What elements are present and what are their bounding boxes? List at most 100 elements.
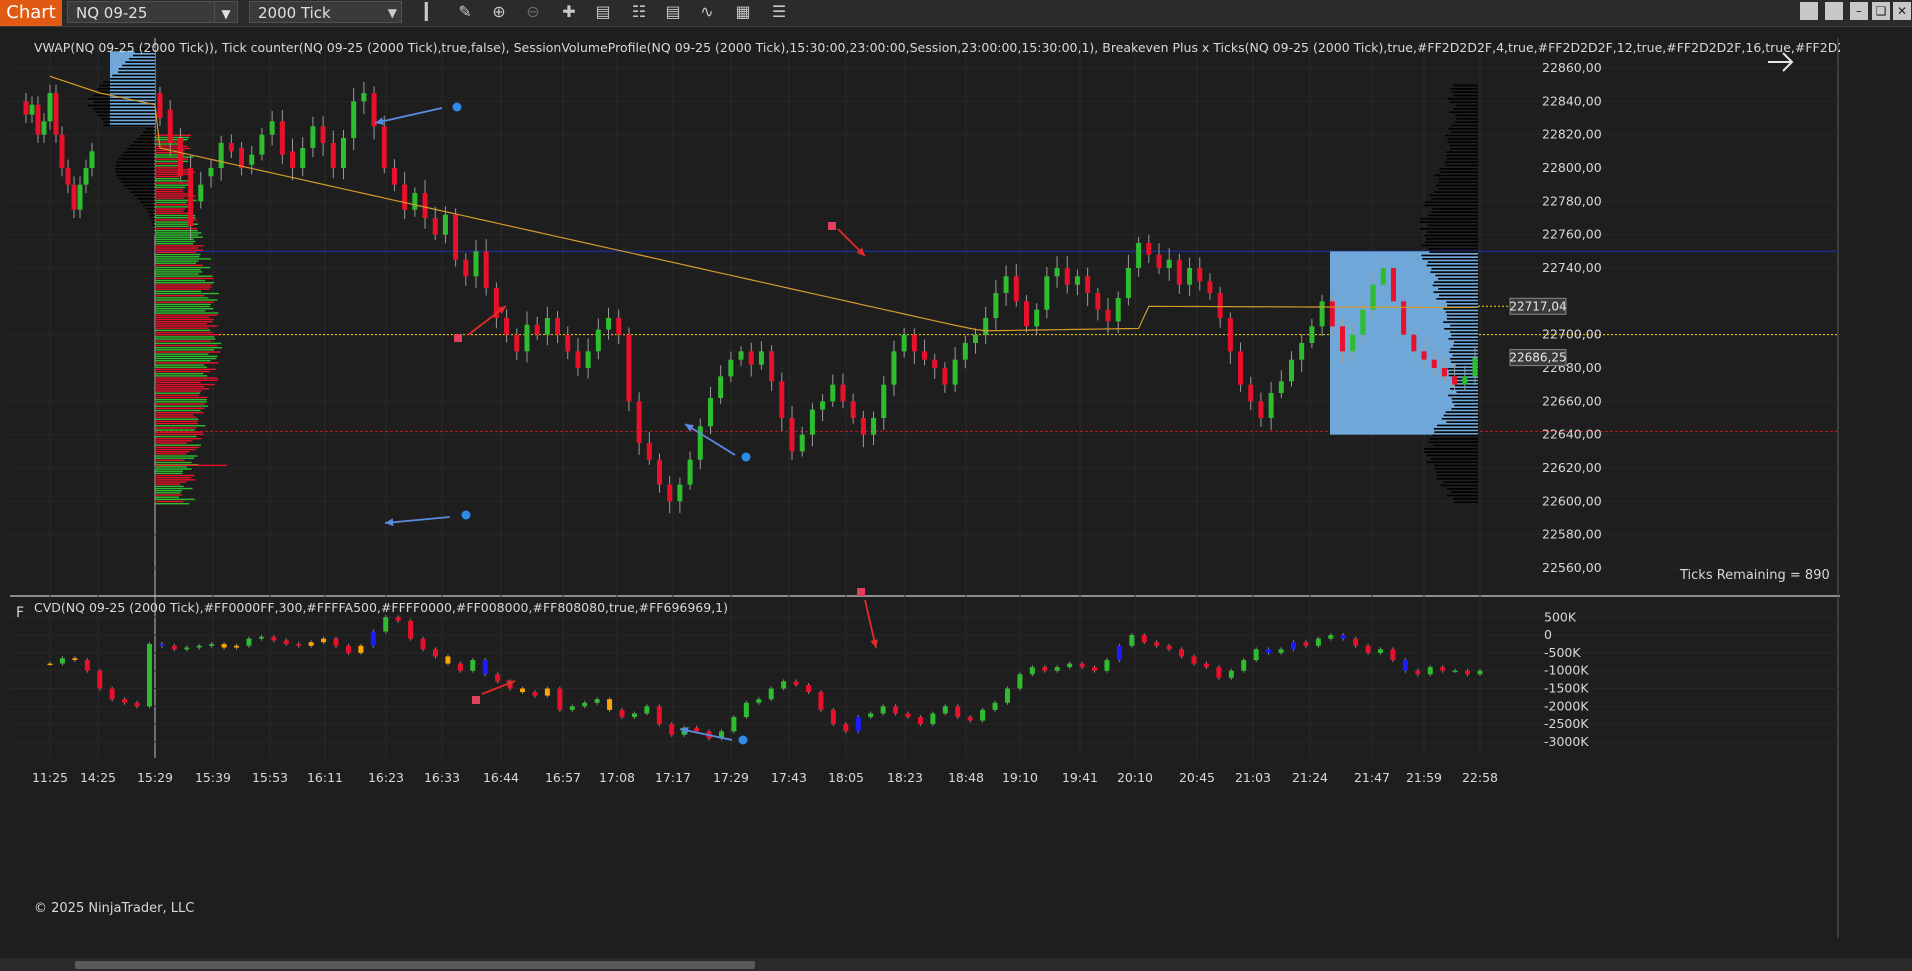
zoom-out-icon[interactable]: ⊖ bbox=[520, 0, 546, 24]
session-profile-bar bbox=[155, 252, 196, 253]
close-icon[interactable]: ✕ bbox=[1893, 2, 1911, 20]
interval-selector[interactable]: 2000 Tick ▼ bbox=[249, 1, 402, 23]
session-profile-bar bbox=[155, 243, 193, 244]
session-profile-bar bbox=[155, 234, 198, 235]
cvd-bar bbox=[1428, 667, 1433, 674]
candle-body bbox=[790, 418, 795, 451]
indicators-icon[interactable]: ☷ bbox=[626, 0, 652, 24]
instrument-selector[interactable]: NQ 09-25 bbox=[67, 1, 220, 23]
candle-body bbox=[310, 126, 315, 148]
candle-body bbox=[1156, 255, 1161, 268]
menu-icon[interactable]: ☰ bbox=[766, 0, 792, 24]
candle-body bbox=[474, 251, 479, 276]
session-profile-bar bbox=[155, 349, 214, 350]
chart-area[interactable]: 22860,00 22840,00 22820,00 22800,00 22780,00… bbox=[10, 38, 1840, 938]
tile-window-icon[interactable] bbox=[1800, 2, 1818, 20]
profile-bar bbox=[149, 215, 155, 217]
profile-bar bbox=[1430, 438, 1478, 440]
session-profile-bar bbox=[155, 232, 201, 233]
session-profile-bar bbox=[155, 380, 218, 381]
session-profile-bar bbox=[155, 432, 203, 433]
crosshair-icon[interactable]: ✚ bbox=[556, 0, 582, 24]
candle-body bbox=[1177, 260, 1182, 285]
profile-bar bbox=[1446, 311, 1478, 313]
candle-body bbox=[657, 460, 662, 485]
profile-bar bbox=[1447, 495, 1478, 497]
zoom-in-icon[interactable]: ⊕ bbox=[486, 0, 512, 24]
candle-body bbox=[1258, 401, 1263, 418]
session-profile-bar bbox=[155, 382, 201, 383]
session-profile-bar bbox=[155, 260, 198, 261]
tile-window-icon[interactable] bbox=[1825, 2, 1843, 20]
chart-trader-icon[interactable]: ∿ bbox=[694, 0, 720, 24]
profile-bar bbox=[1426, 238, 1478, 240]
cvd-bar bbox=[271, 637, 276, 641]
session-profile-bar bbox=[155, 445, 201, 446]
candle-body bbox=[1401, 301, 1406, 334]
cvd-bar bbox=[433, 649, 438, 656]
cvd-bar bbox=[993, 703, 998, 710]
session-profile-bar bbox=[155, 367, 207, 368]
candle-body bbox=[1024, 301, 1029, 326]
candle-body bbox=[820, 401, 825, 409]
cvd-bar bbox=[607, 699, 612, 710]
time-tick-label: 15:29 bbox=[137, 770, 173, 785]
session-profile-bar bbox=[155, 293, 219, 294]
profile-bar bbox=[118, 158, 155, 160]
session-profile-bar bbox=[155, 185, 190, 186]
properties-icon[interactable]: ▦ bbox=[730, 0, 756, 24]
profile-bar bbox=[115, 168, 155, 170]
chart-tab[interactable]: Chart bbox=[0, 0, 62, 26]
cvd-bar bbox=[97, 671, 102, 689]
candle-body bbox=[249, 155, 254, 165]
cvd-bar bbox=[495, 674, 500, 681]
profile-bar bbox=[1424, 235, 1478, 237]
draw-pencil-icon[interactable]: ✎ bbox=[452, 0, 478, 24]
session-profile-bar bbox=[155, 295, 204, 296]
profile-bar bbox=[1434, 281, 1478, 283]
profile-bar bbox=[134, 195, 155, 197]
candle-body bbox=[769, 351, 774, 381]
chart-canvas[interactable]: 22860,00 22840,00 22820,00 22800,00 22780,00… bbox=[10, 38, 1840, 938]
session-profile-bar bbox=[155, 187, 185, 188]
horizontal-scrollbar[interactable] bbox=[0, 958, 1912, 971]
blue-dot-marker bbox=[742, 453, 751, 462]
session-profile-bar bbox=[155, 159, 188, 160]
cvd-bar bbox=[1415, 671, 1420, 675]
profile-bar bbox=[118, 71, 155, 73]
profile-bar bbox=[1428, 441, 1478, 443]
session-profile-bar bbox=[155, 334, 219, 335]
candle-body bbox=[779, 381, 784, 418]
candle-body bbox=[749, 351, 754, 364]
profile-bar bbox=[1431, 198, 1478, 200]
cvd-panel-f-label[interactable]: F bbox=[16, 605, 24, 621]
scrollbar-thumb[interactable] bbox=[75, 961, 755, 969]
profile-bar bbox=[1431, 211, 1478, 213]
candle-body bbox=[30, 105, 35, 115]
candle-body bbox=[382, 126, 387, 168]
candle-body bbox=[1187, 268, 1192, 285]
session-profile-bar bbox=[155, 358, 216, 359]
time-tick-label: 17:43 bbox=[771, 770, 807, 785]
strategies-icon[interactable]: ▤ bbox=[660, 0, 686, 24]
session-profile-bar bbox=[155, 397, 207, 398]
minimize-icon[interactable]: – bbox=[1850, 2, 1868, 20]
candle-body bbox=[1014, 276, 1019, 301]
candle-body bbox=[677, 485, 682, 502]
profile-bar bbox=[1437, 425, 1478, 427]
instrument-dropdown-button[interactable]: ▼ bbox=[214, 1, 238, 23]
candle-body bbox=[239, 148, 244, 168]
session-profile-bar bbox=[155, 393, 200, 394]
restore-icon[interactable]: ❏ bbox=[1872, 2, 1890, 20]
data-box-icon[interactable]: ▤ bbox=[590, 0, 616, 24]
candle-body bbox=[453, 215, 458, 260]
cvd-bar bbox=[831, 710, 836, 724]
cvd-bar bbox=[222, 644, 227, 648]
cvd-bar bbox=[1154, 642, 1159, 646]
bar-type-icon[interactable]: ▎ bbox=[418, 0, 444, 24]
cvd-bar bbox=[881, 706, 886, 713]
session-profile-bar bbox=[155, 386, 204, 387]
cvd-bar bbox=[1042, 667, 1047, 671]
profile-bar bbox=[127, 188, 155, 190]
profile-bar bbox=[1431, 268, 1478, 270]
